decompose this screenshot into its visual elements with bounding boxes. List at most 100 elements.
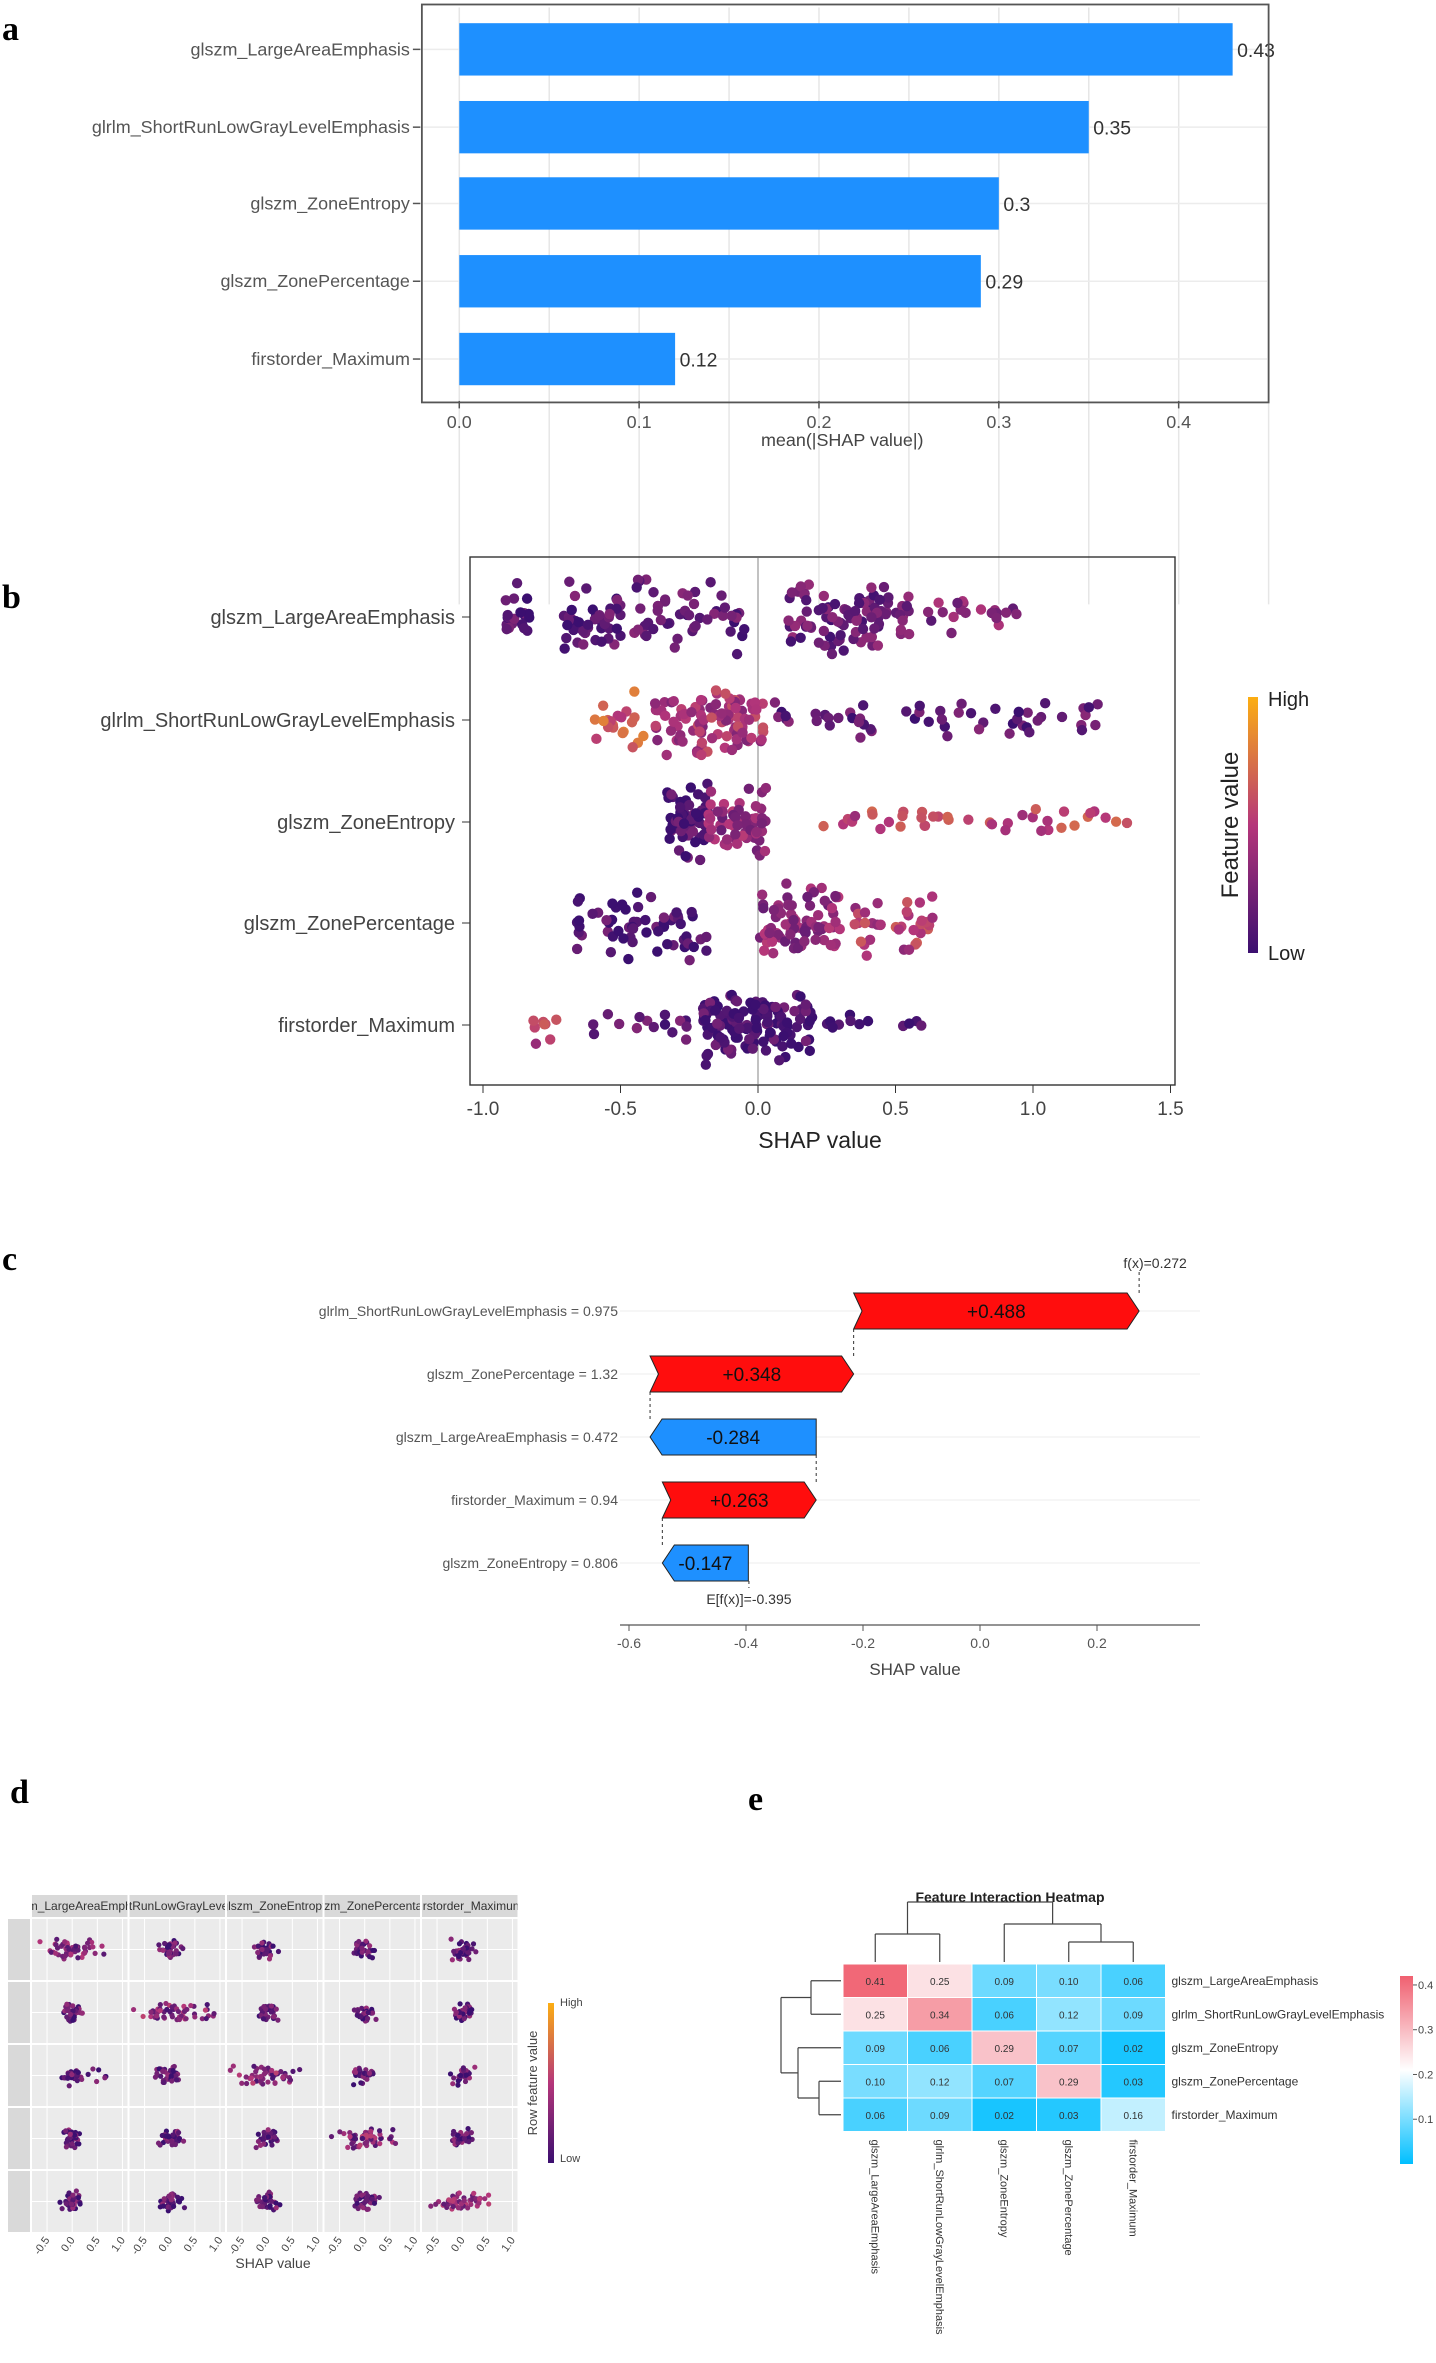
chart-d-point: [230, 2063, 236, 2069]
chart-d-point: [290, 2068, 296, 2074]
chart-b-point: [777, 1041, 788, 1052]
chart-b-point: [770, 1001, 781, 1013]
chart-a-xlabel: mean(|SHAP value|): [761, 430, 924, 450]
chart-b-point: [813, 637, 825, 648]
chart-b-point: [801, 606, 812, 617]
chart-b-point: [662, 938, 673, 950]
chart-b-point: [780, 710, 791, 722]
chart-b-point: [916, 915, 927, 926]
chart-d-facets: glszm_LargeAreaEmphasisglrlm_ShortRunLow…: [8, 1895, 518, 2257]
chart-b-point: [817, 602, 828, 614]
chart-a-value-label: 0.29: [985, 272, 1023, 294]
chart-b-point: [740, 811, 751, 822]
chart-b-point: [799, 936, 810, 947]
chart-b-point: [601, 915, 612, 926]
chart-d-point: [181, 2205, 188, 2211]
chart-d-point: [446, 2197, 452, 2203]
chart-e-col-label: firstorder_Maximum: [1126, 2140, 1138, 2237]
chart-b-xlabel: SHAP value: [758, 1127, 882, 1153]
chart-b-xtick-label: -1.0: [467, 1099, 500, 1120]
chart-b-point: [652, 605, 663, 616]
panel-label-c: c: [2, 1241, 17, 1278]
chart-b-point: [942, 811, 953, 823]
chart-b-point: [773, 929, 784, 941]
chart-d-point: [354, 2193, 360, 2199]
chart-e-cell-label: 0.41: [866, 1977, 886, 1988]
chart-b-point: [668, 696, 679, 707]
chart-d-xtick-label: 0.0: [352, 2235, 371, 2254]
chart-d-point: [203, 2015, 209, 2022]
chart-b-point: [792, 942, 804, 954]
chart-e-colorbar: [1400, 1976, 1413, 2164]
chart-d-point: [470, 1941, 477, 1947]
chart-b-point: [653, 926, 664, 937]
chart-d-point: [280, 2074, 286, 2081]
chart-b-point: [804, 900, 816, 911]
chart-d-xtick-label: 0.5: [182, 2235, 201, 2254]
chart-b-point: [682, 590, 693, 601]
chart-b-point: [700, 1059, 712, 1070]
chart-c-xtick-label: -0.4: [734, 1635, 758, 1651]
chart-d-point: [273, 2205, 279, 2211]
chart-b-point: [706, 824, 717, 835]
chart-d-point: [368, 2128, 374, 2134]
chart-b-point: [829, 598, 841, 610]
chart-d-point: [90, 2066, 96, 2072]
chart-a-xtick-label: 0.3: [986, 412, 1011, 432]
chart-d-point: [359, 1945, 365, 1951]
chart-d-point: [485, 2192, 492, 2198]
chart-b-point: [758, 902, 769, 914]
chart-b-point: [760, 782, 772, 794]
chart-e-cell: [971, 1997, 1037, 2032]
chart-d-point: [364, 2206, 370, 2213]
chart-d-point: [75, 1955, 81, 1961]
chart-b-xtick-label: 1.0: [1020, 1099, 1046, 1120]
chart-b-point: [545, 1034, 556, 1045]
chart-b-point: [706, 732, 718, 744]
chart-b-point: [674, 802, 686, 813]
chart-e-cell: [1036, 1997, 1102, 2032]
chart-d-point: [275, 1948, 282, 1955]
chart-d-point: [360, 2205, 366, 2211]
chart-b-point: [710, 1039, 721, 1051]
chart-d-point: [275, 2017, 281, 2023]
chart-d-point: [270, 2075, 276, 2081]
chart-d-point: [456, 2013, 462, 2019]
chart-b-point: [767, 948, 779, 959]
chart-b-point: [685, 782, 697, 793]
chart-d-point: [163, 2000, 169, 2007]
chart-b-point: [948, 611, 959, 623]
chart-e-cell-label: 0.29: [1059, 2077, 1079, 2088]
chart-b-point: [716, 590, 727, 601]
chart-b-point: [561, 632, 572, 644]
chart-b-point: [756, 818, 768, 829]
chart-b-point: [649, 698, 661, 709]
chart-d-point: [287, 2077, 294, 2083]
chart-b-point: [861, 950, 872, 961]
chart-d-point: [154, 2013, 160, 2019]
chart-b-point: [721, 834, 733, 845]
chart-b-point: [694, 854, 706, 866]
chart-c-bar: [661, 1544, 749, 1582]
chart-d-point: [463, 2072, 469, 2078]
chart-d-point: [376, 2128, 383, 2134]
chart-a-xtick-label: 0.4: [1166, 412, 1191, 432]
chart-d-point: [192, 2014, 198, 2020]
chart-e-cell: [907, 2030, 973, 2065]
chart-b-point: [936, 714, 948, 725]
chart-b-point: [849, 810, 861, 822]
chart-d-point: [250, 2080, 256, 2086]
chart-b-point: [874, 594, 885, 606]
chart-d-point: [166, 1942, 172, 1948]
chart-d-point: [378, 2135, 384, 2142]
chart-b-point: [712, 806, 724, 817]
chart-b-point: [833, 712, 844, 724]
chart-d-point: [53, 1950, 59, 1956]
chart-b-point: [902, 897, 913, 908]
chart-d-point: [465, 1949, 471, 1955]
chart-d-point: [73, 1943, 79, 1949]
chart-b-point: [804, 1016, 815, 1027]
chart-d-point: [81, 1944, 88, 1950]
chart-b-point: [566, 604, 577, 616]
chart-d-point: [473, 1949, 479, 1955]
